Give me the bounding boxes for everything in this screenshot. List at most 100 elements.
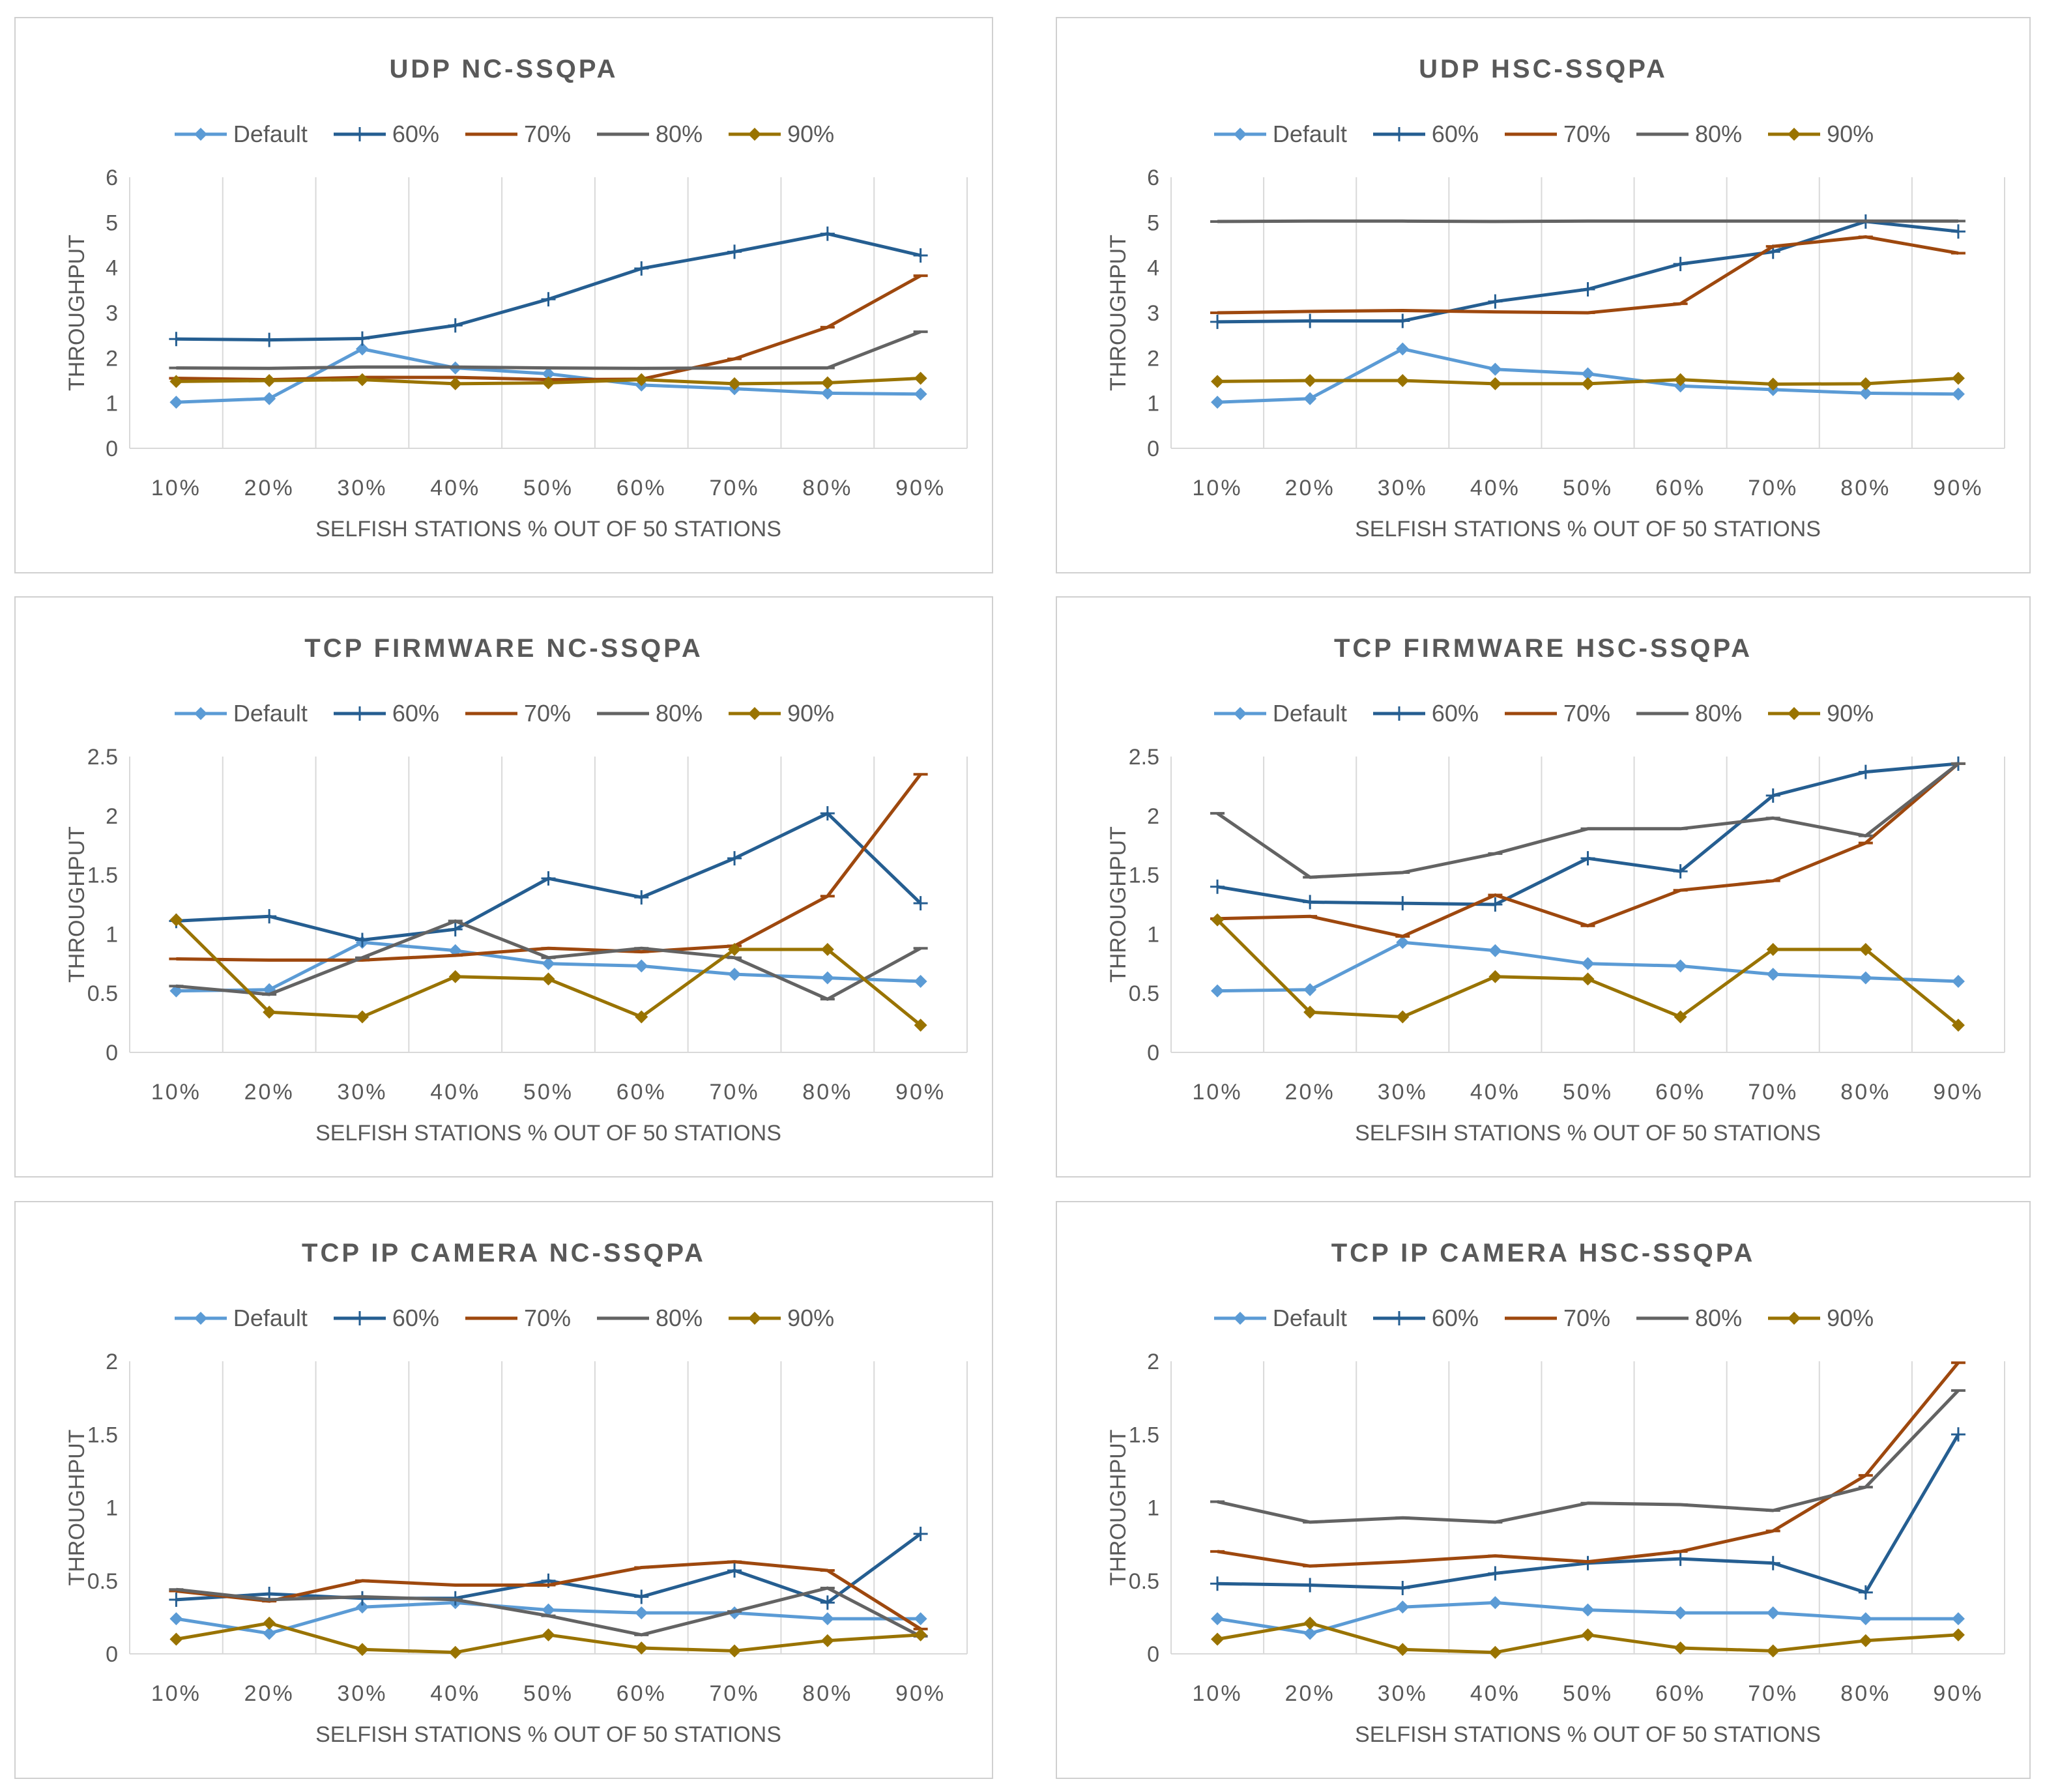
chart-panel-udp-nc: UDP NC-SSQPA Default 60% 70% 80% 90% 0 1 2 3 4 5 6 10…	[14, 17, 993, 573]
data-point	[820, 1634, 834, 1647]
legend-marker	[1233, 128, 1247, 141]
data-point	[820, 386, 834, 400]
series-60	[169, 226, 928, 347]
legend-marker	[748, 1312, 762, 1325]
legend-label: 80%	[656, 121, 703, 147]
data-point	[1766, 377, 1780, 391]
data-point	[1581, 367, 1595, 381]
chart-panel-tcp-ipcamera-hsc: TCP IP CAMERA HSC-SSQPA Default 60% 70% 80% 9…	[1056, 1201, 2031, 1779]
legend-marker	[1233, 1312, 1247, 1325]
legend-swatch	[1504, 1316, 1557, 1320]
series-line	[1217, 762, 1959, 906]
series-default	[1211, 936, 1965, 998]
chart-panel-tcp-ipcamera-nc: TCP IP CAMERA NC-SSQPA Default 60% 70% 80% 90…	[14, 1201, 993, 1779]
chart-panel-tcp-firmware-nc: TCP FIRMWARE NC-SSQPA Default 60% 70% 80% 90%…	[14, 596, 993, 1178]
x-tick-label: 10%	[1193, 1681, 1243, 1706]
data-point	[1396, 1643, 1410, 1656]
data-point	[263, 374, 276, 387]
data-point	[820, 806, 835, 821]
data-point	[727, 244, 742, 259]
legend-swatch	[1768, 128, 1821, 141]
x-tick-label: 50%	[1563, 1681, 1613, 1706]
series-line	[176, 773, 922, 962]
legend-item-80: 80%	[1635, 1305, 1742, 1332]
x-tick-label: 60%	[1655, 1080, 1705, 1105]
data-point	[1488, 944, 1502, 957]
x-tick-label: 20%	[1285, 1080, 1335, 1105]
y-axis-title: THROUGHPUT	[65, 235, 89, 391]
x-axis-title: SELFISH STATIONS % OUT OF 50 STATIONS	[315, 517, 781, 542]
y-tick-label: 0.5	[1129, 981, 1159, 1006]
data-point	[820, 226, 835, 241]
chart-plot-tcp-ip-camera-nc-ssqpa: 0 0.5 1 1.5 2 10% 20% 30% 40% 50% 60% 70% 80% 90% SELF…	[65, 1350, 968, 1747]
x-tick-label: 20%	[1285, 1681, 1335, 1706]
series-60	[1210, 756, 1965, 912]
data-point	[634, 261, 649, 276]
data-point	[1210, 1576, 1225, 1591]
legend-item-90: 90%	[727, 121, 834, 148]
legend-swatch	[729, 707, 781, 720]
chart-panel-udp-hsc: UDP HSC-SSQPA Default 60% 70% 80% 90% 0 1 2 3 4 5 6 1…	[1056, 17, 2031, 573]
legend-marker	[1788, 707, 1801, 720]
series-line	[1217, 220, 1959, 324]
legend-item-90: 90%	[727, 700, 834, 727]
x-tick-label: 60%	[616, 1681, 667, 1706]
legend-swatch	[1213, 1312, 1266, 1325]
series-line	[1217, 235, 1959, 315]
legend-marker	[352, 1311, 367, 1325]
legend-label: 60%	[392, 121, 439, 147]
data-point	[1303, 1578, 1318, 1593]
data-point	[1211, 1632, 1225, 1646]
data-point	[1211, 375, 1225, 388]
legend-marker	[352, 127, 367, 141]
x-tick-label: 90%	[895, 1080, 946, 1105]
legend-label: 90%	[787, 121, 835, 147]
x-tick-label: 90%	[895, 1681, 946, 1706]
legend-item-60: 60%	[332, 121, 439, 148]
chart-plot-tcp-ip-camera-hsc-ssqpa: 0 0.5 1 1.5 2 10% 20% 30% 40% 50% 60% 70% 80% 90% SELF…	[1106, 1350, 2005, 1747]
data-point	[820, 1595, 835, 1610]
y-axis-title: THROUGHPUT	[1106, 235, 1131, 391]
legend-swatch	[597, 712, 650, 715]
x-tick-label: 80%	[802, 476, 852, 500]
data-point	[1303, 983, 1317, 996]
data-point	[1396, 936, 1410, 949]
series-line	[176, 330, 921, 370]
data-point	[1859, 943, 1872, 957]
legend-swatch	[333, 706, 386, 721]
chart-title: TCP FIRMWARE HSC-SSQPA	[1333, 634, 1753, 663]
legend-item-80: 80%	[596, 1305, 703, 1332]
data-point	[448, 922, 463, 937]
legend-swatch	[1636, 712, 1689, 715]
data-point	[1303, 374, 1317, 387]
data-point	[1674, 373, 1687, 386]
legend-item-90: 90%	[1767, 1305, 1874, 1332]
data-point	[1396, 1600, 1410, 1614]
x-tick-label: 60%	[616, 476, 667, 500]
x-tick-label: 40%	[1470, 476, 1520, 500]
legend-label: Default	[1272, 1305, 1347, 1331]
x-axis-title: SELFISH STATIONS % OUT OF 50 STATIONS	[315, 1722, 781, 1747]
data-point	[728, 1644, 742, 1658]
legend-swatch	[174, 707, 227, 720]
series-line	[176, 232, 921, 342]
y-tick-label: 1	[1147, 392, 1159, 416]
data-point	[1673, 864, 1688, 879]
y-tick-label: 2	[106, 804, 118, 829]
legend-marker	[1391, 706, 1406, 721]
series-80	[1210, 762, 1965, 879]
x-tick-label: 30%	[337, 1681, 387, 1706]
data-point	[634, 1589, 649, 1604]
chart-plot-tcp-firmware-nc-ssqpa: 0 0.5 1 1.5 2 2.5 10% 20% 30% 40% 50% 60% 70% 80% 90% S…	[65, 745, 968, 1146]
legend-label: 80%	[1695, 1305, 1743, 1331]
data-point	[542, 1603, 555, 1617]
chart-legend: Default 60% 70% 80% 90%	[1057, 121, 2029, 147]
data-point	[1951, 1427, 1965, 1442]
legend-item-90: 90%	[727, 1305, 834, 1332]
series-60	[169, 806, 928, 947]
legend-swatch	[1372, 127, 1425, 141]
data-point	[914, 387, 927, 401]
data-point	[541, 292, 556, 307]
data-point	[1674, 1606, 1687, 1620]
y-tick-label: 3	[106, 301, 118, 326]
